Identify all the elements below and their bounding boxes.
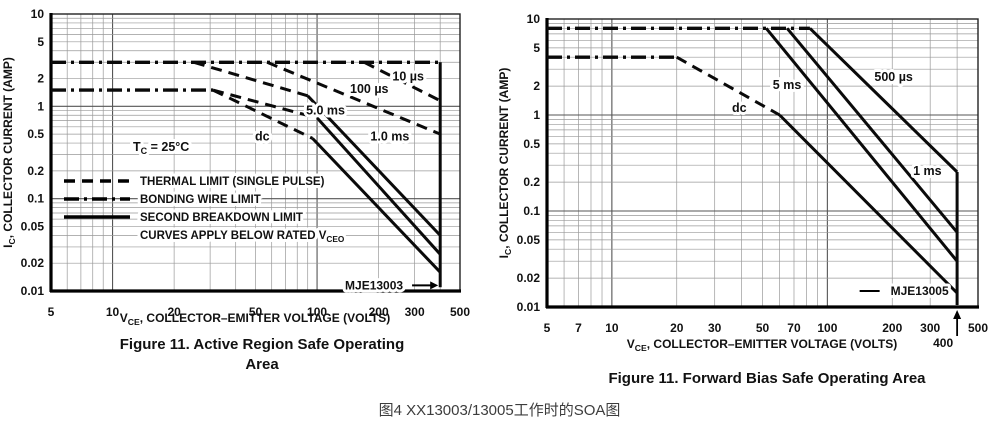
x-tick-300: 300 <box>920 321 940 335</box>
curve-label-dc: dc <box>255 130 270 144</box>
x-tick-100: 100 <box>817 321 837 335</box>
y-axis-title: IC, COLLECTOR CURRENT (AMP) <box>497 68 513 259</box>
x-tick-10: 10 <box>605 321 619 335</box>
y-tick-0.5: 0.5 <box>523 137 540 151</box>
device-label-MJE13005: MJE13005 <box>891 284 949 298</box>
x-tick-30: 30 <box>708 321 722 335</box>
curve-500us-limit <box>808 27 959 174</box>
x-tick-100: 100 <box>307 305 327 319</box>
curve-5ms-limit <box>765 27 959 263</box>
x-tick-500: 500 <box>450 305 470 319</box>
x-tick-300: 300 <box>405 305 425 319</box>
x-tick-200: 200 <box>369 305 389 319</box>
device-label-MJE13003: MJE13003 <box>345 278 403 292</box>
curve-dc-second-breakdown <box>778 113 959 295</box>
x-tick-400: 400 <box>933 336 953 350</box>
x-tick-70: 70 <box>787 321 801 335</box>
up-arrowhead-icon <box>953 310 962 319</box>
curve-label-dc: dc <box>732 101 747 115</box>
legend-label: CURVES APPLY BELOW RATED VCEO <box>140 230 345 244</box>
chart-caption: Figure 11. Forward Bias Safe Operating A… <box>608 370 926 387</box>
y-tick-10: 10 <box>527 12 541 26</box>
curve-100us-thermal-limit <box>266 60 441 136</box>
legend-label: THERMAL LIMIT (SINGLE PULSE) <box>140 176 325 188</box>
curve-dc-thermal-limit <box>212 88 314 140</box>
curve-1ms-limit <box>785 27 959 234</box>
x-tick-200: 200 <box>882 321 902 335</box>
arrowhead-icon <box>430 281 439 290</box>
y-tick-0.05: 0.05 <box>21 219 45 233</box>
y-tick-1: 1 <box>37 99 44 113</box>
curve-5ms-second-breakdown <box>315 116 442 256</box>
figure-caption: 图4 XX13003/13005工作时的SOA图 <box>378 402 621 419</box>
x-tick-7: 7 <box>575 321 582 335</box>
curve-label-100µs: 100 µs <box>350 82 389 96</box>
chart-forward-bias-soa: 500 µs 5 ms dc 1 ms MJE13005 5 7 10 20 30 50 70 100 2… <box>497 12 988 387</box>
curve-label-500µs: 500 µs <box>874 70 913 84</box>
x-tick-20: 20 <box>167 305 181 319</box>
x-tick-10: 10 <box>106 305 120 319</box>
x-tick-50: 50 <box>249 305 263 319</box>
x-tick-500: 500 <box>968 321 988 335</box>
y-tick-0.1: 0.1 <box>523 204 540 218</box>
curve-label-10µs: 10 µs <box>392 70 424 84</box>
y-tick-0.02: 0.02 <box>21 256 45 270</box>
y-tick-5: 5 <box>533 41 540 55</box>
x-tick-5: 5 <box>48 305 55 319</box>
curve-1ms-second-breakdown <box>306 94 442 237</box>
y-tick-0.01: 0.01 <box>21 284 45 298</box>
x-tick-20: 20 <box>670 321 684 335</box>
curve-1ms-thermal-limit <box>193 60 309 98</box>
y-tick-0.01: 0.01 <box>517 300 541 314</box>
y-tick-2: 2 <box>533 79 540 93</box>
curve-label-1.0ms: 1.0 ms <box>370 130 409 144</box>
x-axis-title: VCE, COLLECTOR–EMITTER VOLTAGE (VOLTS) <box>120 311 390 327</box>
y-tick-0.05: 0.05 <box>517 233 541 247</box>
curve-dc-second-breakdown <box>311 137 442 274</box>
legend-label: SECOND BREAKDOWN LIMIT <box>140 212 303 224</box>
curve-label-5ms: 5 ms <box>773 78 802 92</box>
curve-label-1ms: 1 ms <box>913 164 942 178</box>
y-tick-10: 10 <box>31 7 45 21</box>
y-tick-0.2: 0.2 <box>27 164 44 178</box>
legend-label: BONDING WIRE LIMIT <box>140 194 261 206</box>
y-tick-2: 2 <box>37 72 44 86</box>
curve-dc-thermal-limit <box>675 55 781 117</box>
y-tick-0.5: 0.5 <box>27 127 44 141</box>
curve-10us-thermal-limit <box>363 60 441 103</box>
x-tick-50: 50 <box>756 321 770 335</box>
chart-caption: Figure 11. Active Region Safe Operating <box>120 336 405 353</box>
y-axis-title: IC, COLLECTOR CURRENT (AMP) <box>1 57 17 248</box>
y-tick-0.2: 0.2 <box>523 175 540 189</box>
y-tick-5: 5 <box>37 35 44 49</box>
x-tick-5: 5 <box>544 321 551 335</box>
y-tick-0.1: 0.1 <box>27 192 44 206</box>
condition-label: TC = 25°C <box>133 140 189 156</box>
x-axis-title: VCE, COLLECTOR–EMITTER VOLTAGE (VOLTS) <box>627 337 897 353</box>
y-tick-0.02: 0.02 <box>517 271 541 285</box>
curve-label-5.0ms: 5.0 ms <box>306 104 345 118</box>
y-tick-1: 1 <box>533 108 540 122</box>
chart-caption: Area <box>245 356 279 373</box>
